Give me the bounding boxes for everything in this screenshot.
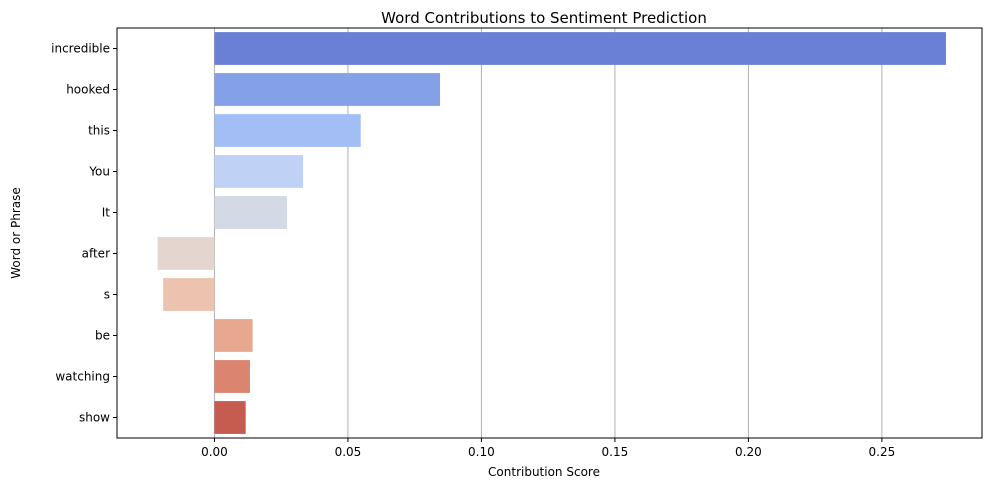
bar-hooked xyxy=(214,73,441,106)
x-tick-label: 0.05 xyxy=(335,445,362,459)
bar-s xyxy=(163,278,215,311)
bar-incredible xyxy=(214,32,946,65)
x-tick-label: 0.00 xyxy=(201,445,228,459)
x-tick-label: 0.15 xyxy=(602,445,629,459)
y-tick-label: watching xyxy=(55,370,110,384)
y-tick-label: after xyxy=(82,247,110,261)
y-tick-label: It xyxy=(102,206,111,220)
x-axis-label: Contribution Score xyxy=(488,465,600,479)
bar-watching xyxy=(214,360,250,393)
y-axis-label: Word or Phrase xyxy=(9,187,23,279)
bars xyxy=(157,32,946,434)
bar-this xyxy=(214,114,361,147)
bar-after xyxy=(157,237,215,270)
y-tick-label: You xyxy=(88,165,110,179)
bar-show xyxy=(214,401,246,434)
y-tick-label: s xyxy=(104,288,110,302)
y-tick-label: show xyxy=(79,411,110,425)
chart-title: Word Contributions to Sentiment Predicti… xyxy=(381,9,707,27)
y-tick-label: hooked xyxy=(66,83,110,97)
y-tick-label: this xyxy=(88,124,110,138)
bar-it xyxy=(214,196,288,229)
x-tick-label: 0.20 xyxy=(735,445,762,459)
bar-you xyxy=(214,155,304,188)
plot-frame xyxy=(116,27,983,439)
x-axis-ticks: 0.00 0.05 0.10 0.15 0.20 0.25 xyxy=(201,438,895,459)
y-tick-label: be xyxy=(95,329,110,343)
bar-be xyxy=(214,319,253,352)
y-axis-ticks: incredible hooked this You It after s be watchin… xyxy=(51,42,117,425)
y-tick-label: incredible xyxy=(51,42,110,56)
x-tick-label: 0.10 xyxy=(468,445,495,459)
x-tick-label: 0.25 xyxy=(869,445,896,459)
